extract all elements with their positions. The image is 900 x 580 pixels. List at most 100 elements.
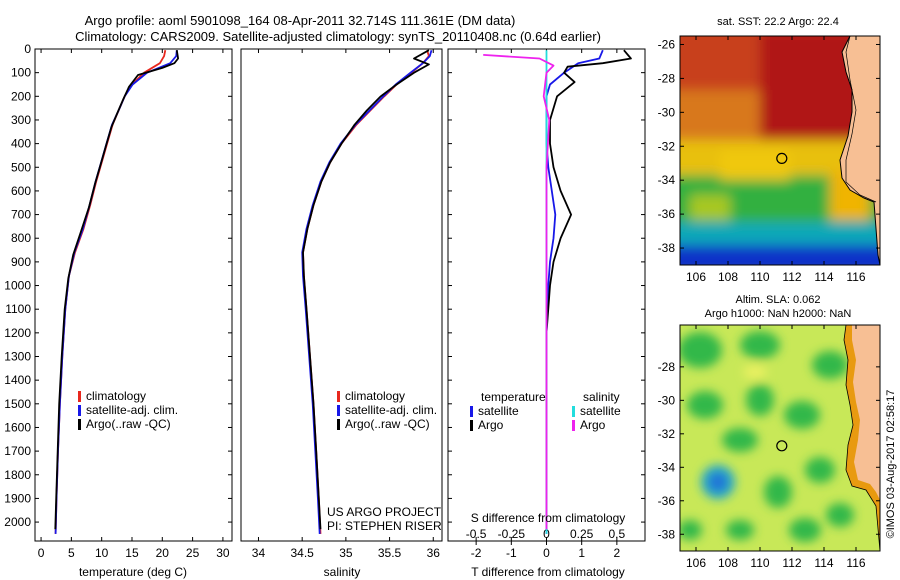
y-tick-label: 1400 [4,373,31,387]
y-tick-label: 1200 [4,326,31,340]
x-tick-label: 110 [750,270,769,284]
x-axis-label: T difference from climatology [471,565,625,579]
x-tick-label: 116 [846,556,865,570]
x-tick-label-s: -0.5 [466,527,487,541]
sla-map-field [680,325,880,551]
sla-map-title-line1: Altim. SLA: 0.062 [736,294,821,306]
sla-map-panel: Altim. SLA: 0.062 Argo h1000: NaN h2000:… [658,294,881,570]
x-tick-label: 34.5 [290,546,314,560]
y-tick-label: 1700 [4,444,31,458]
x-tick-label: 114 [814,556,833,570]
series-line-argo---raw--qc- [54,50,180,530]
x-tick-label: -2 [471,546,482,560]
legend-label: Argo [478,418,504,432]
y-tick-label: -38 [658,241,676,255]
legend-title-salinity: salinity [583,390,620,404]
y-tick-label: 1000 [4,279,31,293]
figure-title-line2: Climatology: CARS2009. Satellite-adjuste… [75,29,601,44]
y-tick-label: 800 [11,231,31,245]
legend-swatch [78,391,81,402]
x-tick-label-s: 0 [543,527,550,541]
pi-annotation: PI: STEPHEN RISER [327,519,442,533]
imos-credit: ©IMOS 03-Aug-2017 02:58:17 [885,390,897,539]
legend-label: climatology [86,389,146,403]
sst-map-title: sat. SST: 22.2 Argo: 22.4 [717,16,839,28]
y-tick-label: 400 [11,137,31,151]
legend-label: climatology [345,389,405,403]
x-tick-label: 112 [782,556,801,570]
y-tick-label: 200 [11,89,31,103]
temperature-profile-panel: 0 5 10 15 20 25 300100200300400500600700800900… [4,42,233,579]
y-tick-label: -32 [658,139,676,153]
y-tick-label: -32 [658,427,676,441]
x-tick-label: 106 [686,556,706,570]
legend-swatch [337,405,340,416]
legend-swatch [572,406,575,417]
y-tick-label: -28 [658,360,676,374]
sst-map-axes: 106 108 110 112 114 116 -26 -28 -30 -32 -34 -36 -38 [658,36,880,284]
x-tick-label: 116 [846,270,865,284]
x-tick-label: 106 [686,270,706,284]
x-tick-label: 35 [339,546,353,560]
y-tick-label: -36 [658,494,676,508]
x-tick-label: 25 [186,546,200,560]
y-tick-label: -36 [658,207,676,221]
y-tick-label: -34 [658,173,676,187]
x-tick-label: 30 [216,546,230,560]
legend-label: Argo [580,418,606,432]
y-tick-label: 700 [11,208,31,222]
y-tick-label: 1600 [4,420,31,434]
y-tick-label: -28 [658,71,676,85]
x-tick-label-s: -0.25 [498,527,526,541]
plot-frame [34,48,233,542]
argo-position-marker [776,440,788,452]
y-tick-label: 1300 [4,350,31,364]
project-annotation: US ARGO PROJECT [327,505,442,519]
legend-swatch [470,406,473,417]
y-tick-label: 1800 [4,468,31,482]
y-tick-label: 900 [11,255,31,269]
y-tick-label: -30 [658,105,676,119]
legend-label: satellite-adj. clim. [86,403,178,417]
x-tick-label: 108 [718,270,738,284]
legend-swatch [470,420,473,431]
x-tick-label: 36 [427,546,441,560]
sst-map-panel: sat. SST: 22.2 Argo: 22.4 [658,16,881,284]
legend-title-temperature: temperature [481,390,546,404]
x-tick-label: 0 [38,546,45,560]
y-tick-label: 500 [11,160,31,174]
y-tick-label: 0 [24,42,31,56]
y-tick-label: -38 [658,527,676,541]
x-tick-label: 108 [718,556,738,570]
y-tick-label: 2000 [4,515,31,529]
difference-profile-panel: -2 -1 0 1 2 -0.5 -0.25 0 0.25 0.5 S difference fro… [447,48,646,579]
y-tick-label: 1500 [4,397,31,411]
legend-label: Argo(..raw -QC) [86,417,171,431]
x-tick-label: 20 [156,546,170,560]
legend-swatch [337,419,340,430]
y-tick-label: 1100 [5,302,31,316]
y-tick-label: -30 [658,393,676,407]
plot-frame [240,48,443,542]
legend-swatch [337,391,340,402]
legend-swatch [78,405,81,416]
argo-position-marker [776,152,788,164]
figure-title-line1: Argo profile: aoml 5901098_164 08-Apr-20… [85,13,516,28]
legend-swatch [572,420,575,431]
y-tick-label: 1900 [4,491,31,505]
x-axis-label: temperature (deg C) [79,565,187,579]
y-tick-label: 600 [11,184,31,198]
sst-map-field [680,36,880,265]
x-tick-label: 10 [95,546,109,560]
x-tick-label: 2 [614,546,621,560]
x-axis-label: salinity [324,565,361,579]
legend-label: satellite [478,404,519,418]
x-tick-label-s: 0.25 [570,527,594,541]
x-tick-label: 5 [68,546,75,560]
x-axis-label-top: S difference from climatology [471,511,626,525]
x-tick-label: 35.5 [378,546,402,560]
legend-label: satellite-adj. clim. [345,403,437,417]
x-tick-label: 1 [578,546,585,560]
